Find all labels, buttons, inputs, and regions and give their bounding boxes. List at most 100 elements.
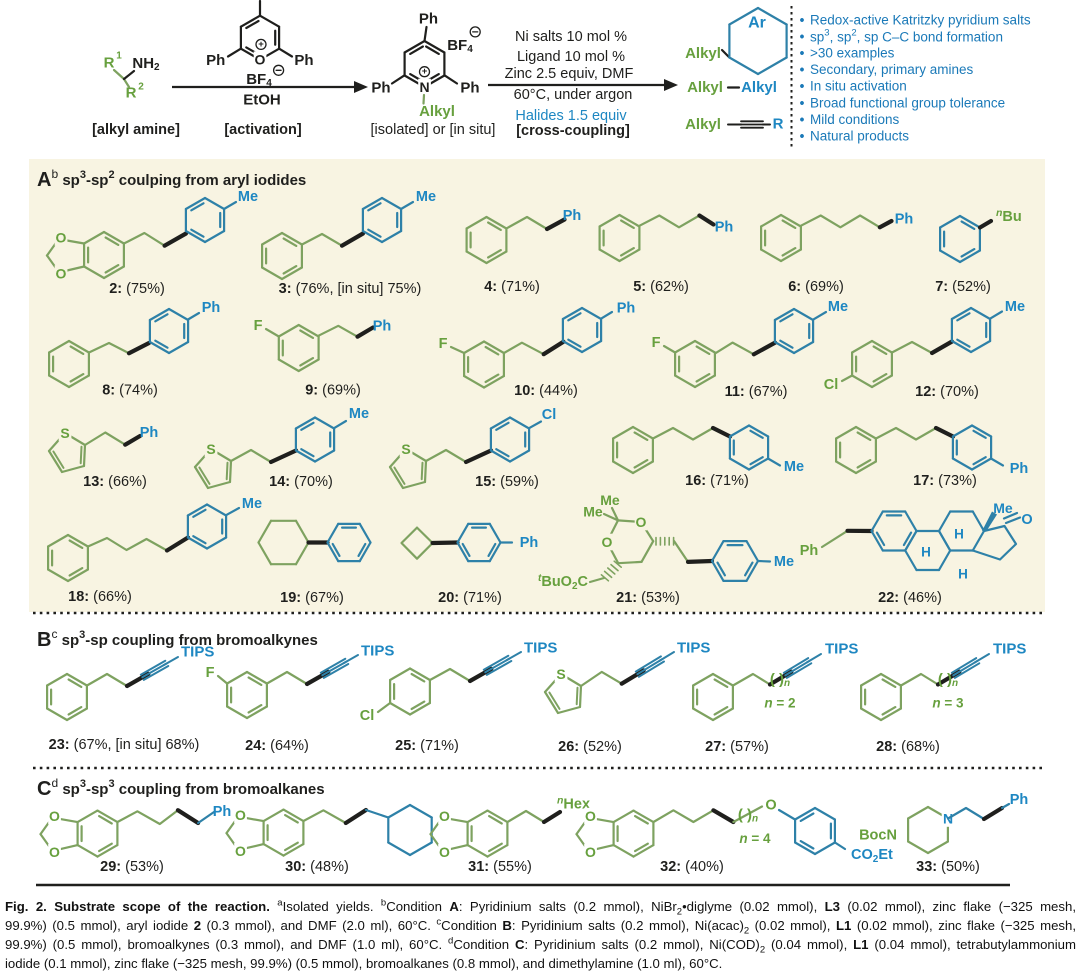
svg-text:27: (57%): 27: (57%): [705, 739, 769, 755]
svg-text:O: O: [439, 844, 450, 860]
svg-text:Ph: Ph: [294, 52, 313, 69]
svg-text:O: O: [585, 844, 596, 860]
svg-text:O: O: [602, 534, 613, 550]
svg-text:Alkyl: Alkyl: [685, 116, 721, 133]
svg-text:•: •: [800, 29, 805, 44]
svg-text:28: (68%): 28: (68%): [876, 739, 940, 755]
svg-text:sp3, sp2, sp C–C bond formatio: sp3, sp2, sp C–C bond formation: [810, 27, 1003, 44]
svg-text:26: (52%): 26: (52%): [558, 739, 622, 755]
svg-text:Me: Me: [349, 406, 369, 422]
svg-text:R: R: [104, 55, 115, 72]
svg-text:7: (52%): 7: (52%): [935, 279, 991, 295]
svg-text:Ph: Ph: [371, 80, 390, 97]
svg-text:Me: Me: [242, 496, 262, 512]
svg-text:O: O: [636, 514, 647, 530]
svg-text:Cl: Cl: [542, 407, 557, 423]
svg-text:tBuO2C: tBuO2C: [538, 573, 589, 592]
svg-text:H: H: [921, 545, 931, 560]
svg-text:TIPS: TIPS: [677, 640, 710, 657]
svg-text:Secondary, primary amines: Secondary, primary amines: [810, 62, 974, 77]
svg-text:22: (46%): 22: (46%): [878, 590, 942, 606]
svg-text:Ligand 10 mol %: Ligand 10 mol %: [517, 49, 625, 65]
svg-text:•: •: [800, 95, 805, 110]
svg-text:Ph: Ph: [202, 300, 221, 316]
svg-text:S: S: [401, 441, 410, 457]
svg-text:O: O: [235, 843, 246, 859]
svg-text:23: (67%, [in situ] 68%): 23: (67%, [in situ] 68%): [49, 737, 200, 753]
svg-text:In situ activation: In situ activation: [810, 79, 907, 94]
svg-text:Cl: Cl: [360, 708, 375, 724]
svg-text:Ph: Ph: [715, 219, 734, 235]
svg-text:2: 2: [138, 82, 144, 93]
svg-text:TIPS: TIPS: [361, 643, 394, 660]
svg-text:5: (62%): 5: (62%): [633, 279, 689, 295]
svg-text:O: O: [56, 266, 67, 282]
svg-text:•: •: [800, 79, 805, 94]
svg-text:O: O: [49, 844, 60, 860]
svg-text:S: S: [206, 441, 215, 457]
svg-text:Ph: Ph: [419, 11, 438, 28]
svg-text:20: (71%): 20: (71%): [438, 590, 502, 606]
svg-text:[cross-coupling]: [cross-coupling]: [516, 123, 630, 139]
svg-text:O: O: [235, 807, 246, 823]
svg-text:TIPS: TIPS: [825, 641, 858, 658]
svg-text:O: O: [439, 808, 450, 824]
svg-text:Ph: Ph: [1010, 461, 1029, 477]
svg-text:Me: Me: [600, 492, 620, 508]
svg-text:( )n: ( )n: [938, 671, 958, 689]
svg-text:( )n: ( )n: [770, 671, 790, 689]
svg-text:11: (67%): 11: (67%): [725, 384, 788, 400]
svg-text:Ph: Ph: [460, 80, 479, 97]
svg-text:18: (66%): 18: (66%): [68, 589, 132, 605]
svg-text:O: O: [255, 52, 266, 68]
svg-text:TIPS: TIPS: [524, 640, 557, 657]
svg-text:Mild conditions: Mild conditions: [810, 112, 900, 127]
svg-text:30: (48%): 30: (48%): [285, 859, 349, 875]
svg-text:N: N: [419, 79, 429, 95]
svg-text:+: +: [258, 39, 264, 50]
svg-text:24: (64%): 24: (64%): [245, 738, 309, 754]
svg-text:H: H: [954, 527, 964, 542]
svg-text:31: (55%): 31: (55%): [468, 859, 532, 875]
svg-text:Ab sp3-sp2 coulping from aryl: Ab sp3-sp2 coulping from aryl iodides: [37, 167, 306, 191]
svg-text:Alkyl: Alkyl: [687, 79, 723, 96]
svg-text:+: +: [422, 66, 428, 77]
svg-text:F: F: [652, 335, 661, 351]
svg-text:Cl: Cl: [824, 377, 839, 393]
svg-text:Ph: Ph: [800, 543, 819, 559]
svg-text:Ph: Ph: [213, 804, 232, 820]
svg-text:R: R: [773, 116, 784, 133]
svg-text:O: O: [585, 808, 596, 824]
svg-text:15: (59%): 15: (59%): [475, 474, 539, 490]
svg-text:Broad functional group toleran: Broad functional group tolerance: [810, 95, 1005, 110]
svg-text:•: •: [800, 62, 805, 77]
svg-text:[isolated] or [in situ]: [isolated] or [in situ]: [371, 122, 496, 138]
svg-text:Cd sp3-sp3 coupling from bromo: Cd sp3-sp3 coupling from bromoalkanes: [37, 776, 325, 800]
svg-text:[alkyl amine]: [alkyl amine]: [92, 122, 180, 138]
svg-text:CO2Et: CO2Et: [851, 847, 893, 865]
svg-text:•: •: [800, 13, 805, 28]
svg-text:3: (76%, [in situ] 75%): 3: (76%, [in situ] 75%): [279, 281, 422, 297]
svg-text:BocN: BocN: [859, 828, 897, 844]
svg-text:21: (53%): 21: (53%): [616, 590, 680, 606]
svg-text:Me: Me: [784, 459, 804, 475]
svg-text:Bc sp3-sp coupling from bromoa: Bc sp3-sp coupling from bromoalkynes: [37, 627, 318, 651]
svg-text:Ph: Ph: [373, 319, 392, 335]
svg-text:n = 2: n = 2: [764, 695, 795, 710]
svg-text:S: S: [556, 666, 565, 682]
svg-text:F: F: [439, 336, 448, 352]
svg-text:Ph: Ph: [617, 301, 636, 317]
svg-text:60°C, under argon: 60°C, under argon: [514, 87, 633, 103]
svg-text:BF4: BF4: [447, 37, 473, 55]
svg-text:F: F: [206, 665, 215, 681]
svg-text:Me: Me: [583, 504, 603, 520]
svg-text:Me: Me: [1005, 299, 1025, 315]
svg-text:13: (66%): 13: (66%): [83, 474, 147, 490]
svg-text:nHex: nHex: [557, 795, 590, 813]
svg-text:O: O: [56, 230, 67, 246]
svg-text:NH2: NH2: [132, 55, 160, 73]
svg-text:12: (70%): 12: (70%): [915, 384, 979, 400]
svg-text:Alkyl: Alkyl: [685, 45, 721, 62]
svg-text:BF4: BF4: [246, 71, 272, 89]
svg-text:Me: Me: [774, 554, 794, 570]
